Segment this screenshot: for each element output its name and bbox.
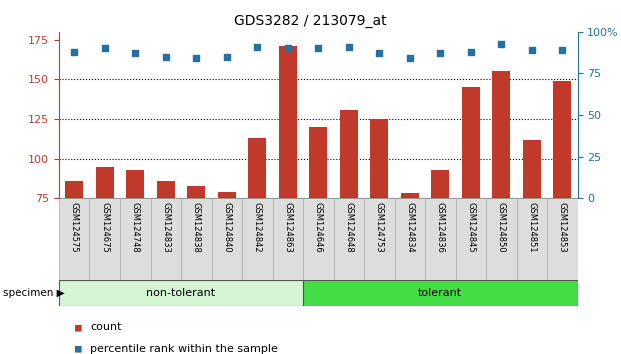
Text: GSM124834: GSM124834 [406,202,414,253]
Point [435,51,445,56]
Bar [217,192,236,317]
Text: specimen ▶: specimen ▶ [3,288,65,298]
Text: GSM124853: GSM124853 [558,202,567,253]
Text: ■: ■ [75,344,81,354]
Bar [370,119,388,317]
Point [405,56,415,61]
Point [557,47,567,53]
Bar [96,166,114,317]
Point [161,54,171,59]
Bar [59,280,303,306]
Text: GSM124646: GSM124646 [314,202,323,253]
Bar [523,139,541,317]
Point [527,47,537,53]
Point [466,49,476,55]
Bar [126,170,145,317]
Text: GSM124838: GSM124838 [192,202,201,253]
Bar [401,194,419,317]
Text: non-tolerant: non-tolerant [147,288,215,298]
Bar [273,198,303,280]
Bar [486,198,517,280]
Bar [492,72,510,317]
Bar [150,198,181,280]
Text: GSM124840: GSM124840 [222,202,231,253]
Text: percentile rank within the sample: percentile rank within the sample [90,344,278,354]
Bar [394,198,425,280]
Text: GSM124851: GSM124851 [527,202,537,253]
Bar [461,87,480,317]
Point [100,46,110,51]
Text: count: count [90,322,122,332]
Bar [309,127,327,317]
Text: GSM124753: GSM124753 [374,202,384,253]
Point [130,51,140,56]
Text: GSM124575: GSM124575 [70,202,79,253]
Bar [89,198,120,280]
Point [191,56,201,61]
Point [70,49,79,55]
Text: GDS3282 / 213079_at: GDS3282 / 213079_at [234,14,387,28]
Bar [242,198,273,280]
Text: GSM124833: GSM124833 [161,202,170,253]
Bar [553,81,571,317]
Text: tolerant: tolerant [418,288,462,298]
Bar [212,198,242,280]
Bar [303,198,333,280]
Bar [425,198,456,280]
Point [496,41,506,46]
Bar [279,46,297,317]
Bar [517,198,547,280]
Text: GSM124863: GSM124863 [283,202,292,253]
Text: ■: ■ [75,322,81,332]
Text: GSM124748: GSM124748 [131,202,140,253]
Bar [181,198,212,280]
Bar [303,280,578,306]
Bar [248,138,266,317]
Text: GSM124675: GSM124675 [100,202,109,253]
Text: GSM124850: GSM124850 [497,202,505,253]
Text: GSM124845: GSM124845 [466,202,475,253]
Bar [431,170,450,317]
Bar [120,198,150,280]
Bar [364,198,394,280]
Bar [65,181,83,317]
Bar [187,185,206,317]
Bar [59,198,89,280]
Point [314,46,324,51]
Point [252,44,262,50]
Bar [333,198,364,280]
Point [283,46,292,51]
Bar [547,198,578,280]
Bar [156,181,175,317]
Bar [340,109,358,317]
Bar [456,198,486,280]
Text: GSM124836: GSM124836 [436,202,445,253]
Text: GSM124842: GSM124842 [253,202,262,253]
Text: GSM124648: GSM124648 [344,202,353,253]
Point [374,51,384,56]
Point [222,54,232,59]
Point [344,44,354,50]
